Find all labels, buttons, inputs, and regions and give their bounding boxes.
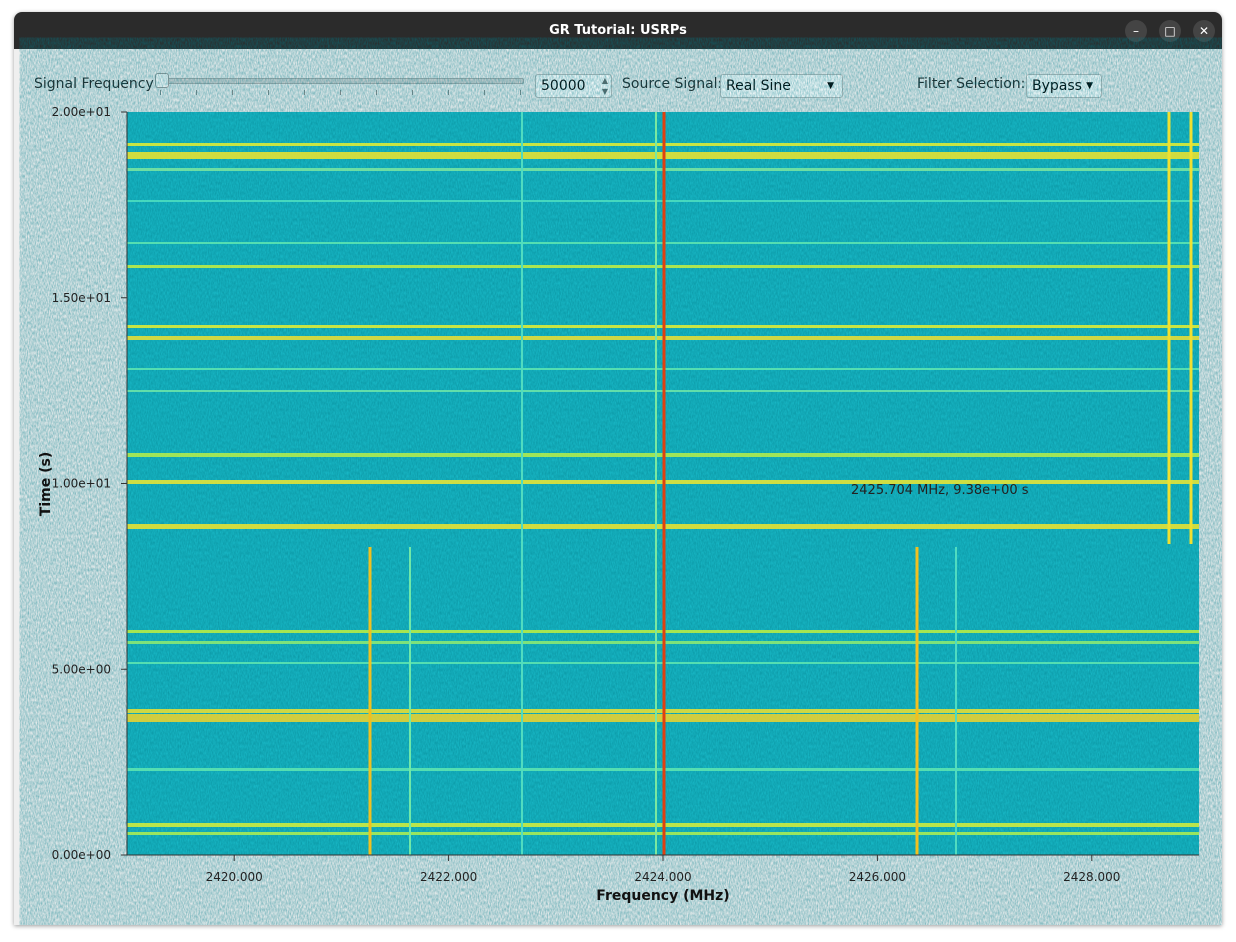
y-tick-label: 5.00e+00	[52, 662, 111, 676]
stripe	[655, 112, 657, 855]
minimize-button[interactable]: –	[1125, 20, 1147, 42]
y-tick-label: 0.00e+00	[52, 848, 111, 862]
stripe	[1189, 112, 1193, 544]
combo-value: Bypass	[1032, 78, 1082, 94]
x-tick-label: 2420.000	[206, 870, 263, 884]
app-window: GR Tutorial: USRPs – □ ✕ Signal Frequenc…	[14, 12, 1222, 925]
slider-ticks	[160, 90, 522, 95]
close-button[interactable]: ✕	[1193, 20, 1215, 42]
stripe	[955, 547, 957, 855]
x-tick-label: 2422.000	[420, 870, 477, 884]
combo-value: Real Sine	[726, 78, 791, 94]
y-tick-label: 2.00e+01	[52, 105, 111, 119]
waterfall-plot: 2425.704 MHz, 9.38e+00 s Frequency (MHz)…	[38, 105, 1199, 904]
slider-handle[interactable]	[155, 73, 169, 88]
cursor-annotation: 2425.704 MHz, 9.38e+00 s	[851, 483, 1029, 498]
source-signal-label: Source Signal:	[622, 76, 723, 92]
y-axis-label: Time (s)	[38, 452, 54, 516]
x-axis-label: Frequency (MHz)	[596, 888, 729, 904]
stripe	[1167, 112, 1171, 544]
x-tick-label: 2424.000	[634, 870, 691, 884]
source-signal-combo[interactable]: Real Sine ▼	[720, 74, 843, 98]
signal-stripes	[127, 112, 1199, 855]
x-tick-label: 2426.000	[849, 870, 906, 884]
frequency-spinbox[interactable]: 50000 ▲ ▼	[535, 74, 612, 98]
signal-frequency-label: Signal Frequency	[34, 76, 154, 92]
stripe	[915, 547, 919, 855]
stripe	[409, 547, 411, 855]
maximize-button[interactable]: □	[1159, 20, 1181, 42]
stripe	[368, 547, 372, 855]
x-tick-label: 2428.000	[1063, 870, 1120, 884]
y-tick-label: 1.50e+01	[52, 291, 111, 305]
filter-selection-combo[interactable]: Bypass ▼	[1026, 74, 1102, 98]
stripe	[521, 112, 523, 855]
filter-selection-label: Filter Selection:	[917, 76, 1026, 92]
y-tick-label: 1.00e+01	[52, 477, 111, 491]
window-title: GR Tutorial: USRPs	[549, 23, 687, 38]
spinbox-value: 50000	[541, 78, 586, 94]
title-bar: GR Tutorial: USRPs	[14, 12, 1222, 49]
stripe	[662, 112, 666, 855]
